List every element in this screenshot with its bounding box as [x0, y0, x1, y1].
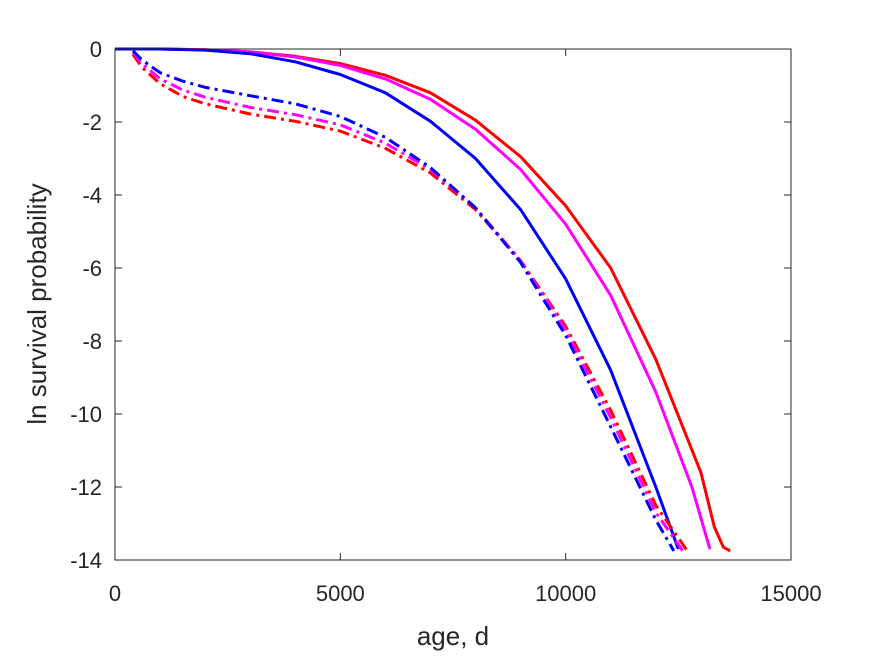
y-tick-label: -6 [82, 256, 102, 281]
tick-layer: 0 5000 10000 15000 -14 -12 -10 -8 -6 -4 -2 0 [70, 37, 821, 606]
series-line-3-solid [115, 47, 680, 550]
series-line-4-dashdot [131, 53, 689, 552]
x-tick-label: 10000 [535, 581, 596, 606]
plot-frame [114, 48, 792, 561]
series-layer [115, 47, 731, 553]
y-tick-label: -10 [70, 402, 102, 427]
x-tick-label: 5000 [316, 581, 365, 606]
y-axis-title: ln survival probability [22, 183, 52, 424]
y-tick-label: 0 [90, 37, 102, 62]
x-axis-title: age, d [417, 621, 489, 651]
x-tick-label: 15000 [760, 581, 821, 606]
x-tick-label: 0 [109, 581, 121, 606]
series-line-6-dashdot [131, 49, 676, 552]
plot-area [115, 49, 791, 560]
y-tick-label: -2 [82, 110, 102, 135]
series-line-5-dashdot [131, 51, 685, 552]
y-tick-label: -8 [82, 329, 102, 354]
y-tick-label: -4 [82, 183, 102, 208]
y-tick-label: -14 [70, 548, 102, 573]
y-tick-label: -12 [70, 475, 102, 500]
